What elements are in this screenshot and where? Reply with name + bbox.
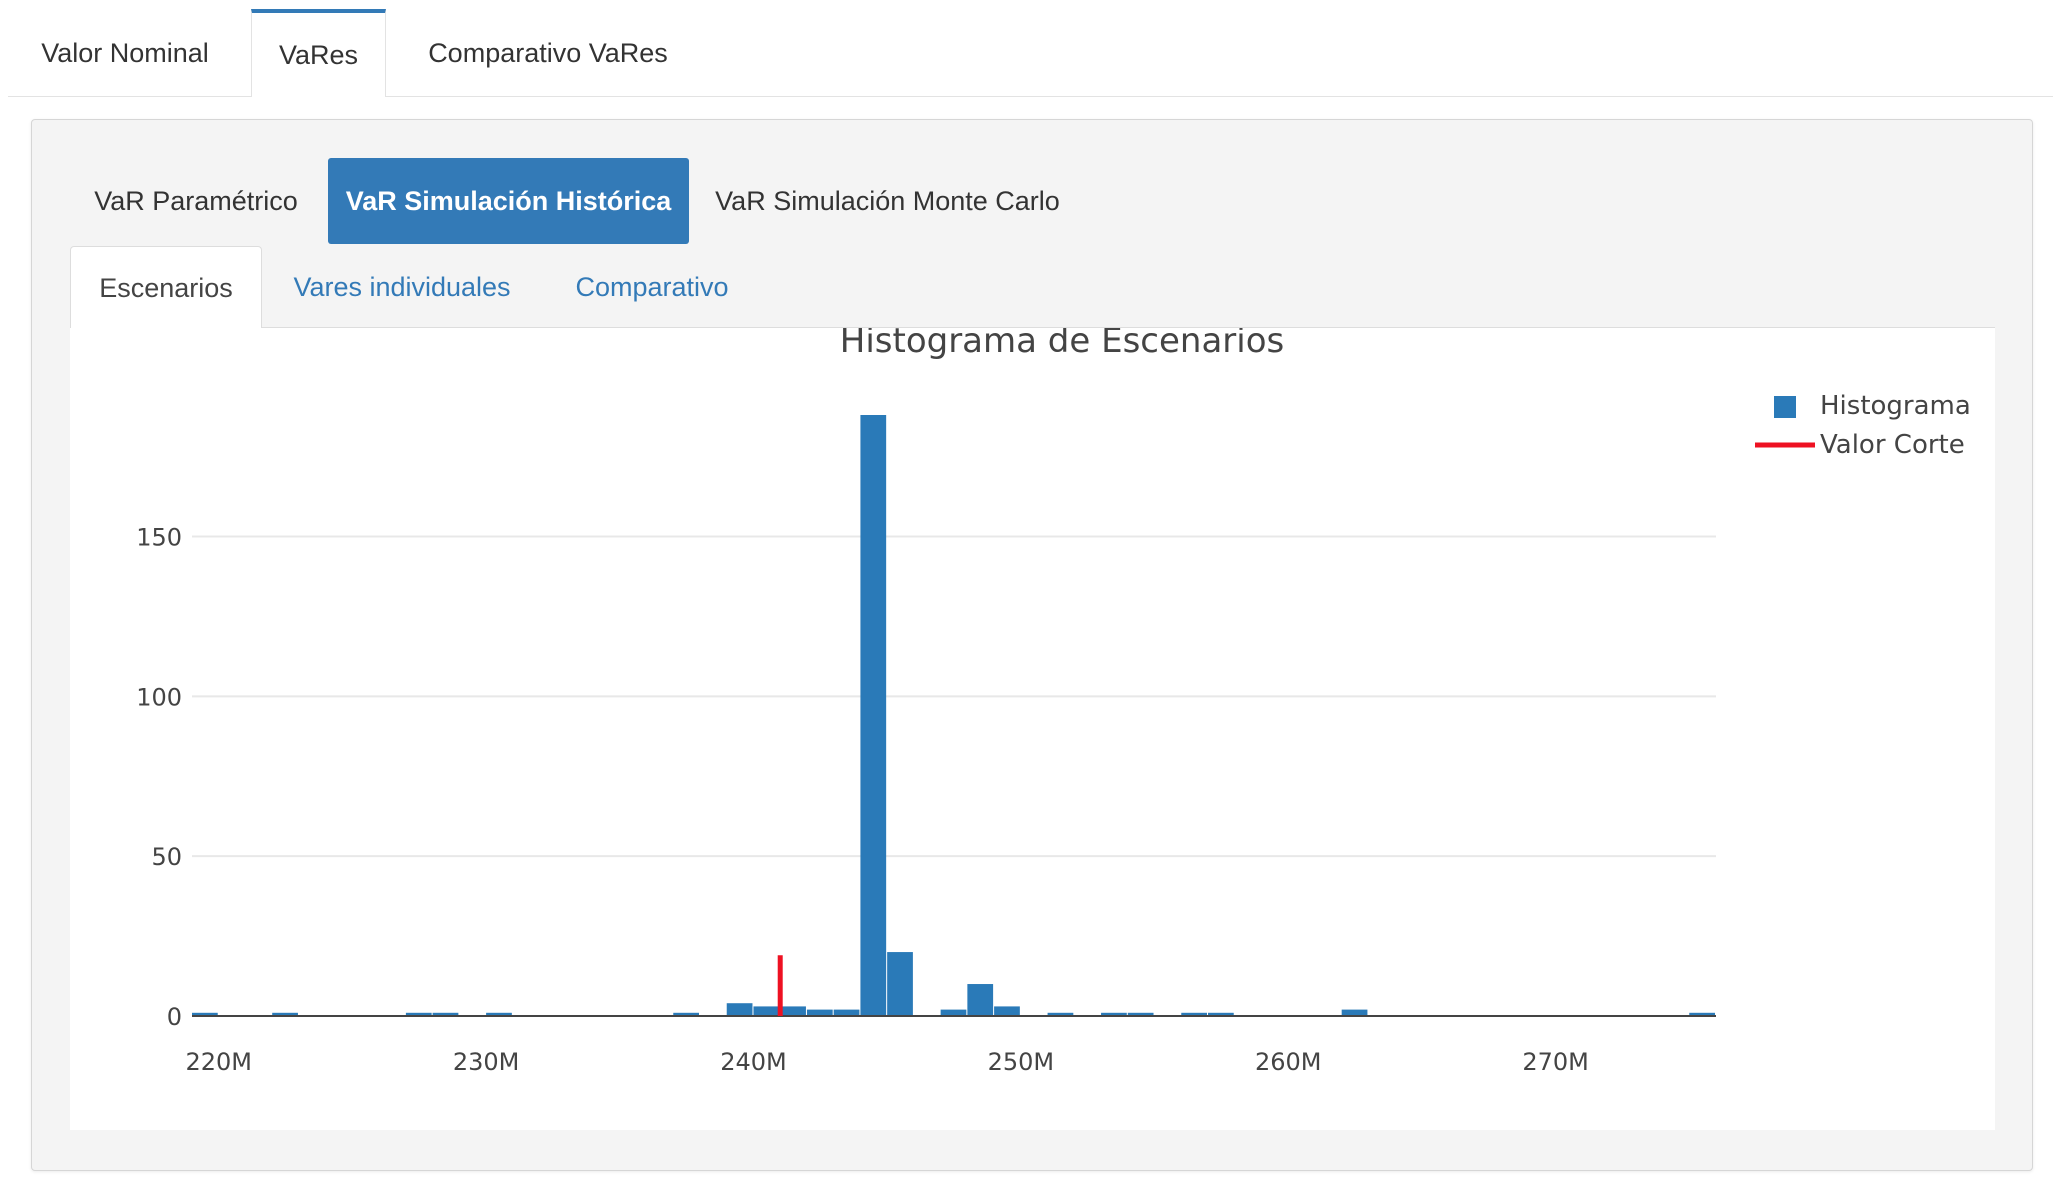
legend-histograma-swatch — [1774, 396, 1796, 418]
histogram-bar — [1341, 1009, 1368, 1016]
histogram-bar — [405, 1012, 432, 1016]
histogram-bar — [192, 1012, 218, 1016]
chart-title: Histograma de Escenarios — [840, 328, 1284, 361]
subtab-comparativo[interactable]: Comparativo — [575, 271, 729, 302]
x-tick-label: 260M — [1255, 1048, 1322, 1076]
subtab-vares-individuales[interactable]: Vares individuales — [293, 271, 511, 302]
y-tick-label: 50 — [151, 843, 182, 871]
x-tick-label: 270M — [1522, 1048, 1589, 1076]
histogram-bar — [1689, 1012, 1715, 1016]
legend-histograma-label: Histograma — [1820, 391, 1971, 421]
histogram-bar — [994, 1006, 1020, 1016]
pill-var-simulacion-historica[interactable]: VaR Simulación Histórica — [328, 158, 689, 244]
histogram-bar — [806, 1009, 833, 1016]
chart-container: Histograma de Escenarios 0 50 100 150 220M 230… — [70, 328, 1995, 1130]
histogram-bar — [887, 952, 913, 1016]
histogram-bar — [1181, 1012, 1207, 1016]
x-tick-label: 220M — [185, 1048, 252, 1076]
histogram-bar — [486, 1012, 512, 1016]
histogram-bar — [967, 984, 994, 1016]
x-tick-label: 250M — [988, 1048, 1055, 1076]
tab-valor-nominal[interactable]: Valor Nominal — [41, 37, 209, 68]
histogram-bar — [940, 1009, 967, 1016]
pill-var-parametrico[interactable]: VaR Paramétrico — [94, 185, 298, 216]
histogram-bar — [860, 415, 887, 1016]
y-tick-label: 0 — [167, 1003, 182, 1031]
histogram-bar — [1047, 1012, 1074, 1016]
histogram-bar — [780, 1006, 806, 1016]
histogram-bar — [272, 1012, 298, 1016]
histogram-chart: Histograma de Escenarios 0 50 100 150 220M 230… — [136, 328, 1971, 1076]
histogram-bar — [753, 1006, 780, 1016]
y-tick-label: 150 — [136, 523, 182, 551]
subtabs-divider — [70, 327, 1995, 328]
histogram-bar — [1208, 1012, 1234, 1016]
pill-var-simulacion-monte-carlo[interactable]: VaR Simulación Monte Carlo — [715, 185, 1060, 216]
top-tab-bar: Valor Nominal VaRes Comparativo VaRes — [8, 9, 2053, 97]
x-tick-label: 230M — [453, 1048, 520, 1076]
histogram-bar — [673, 1012, 699, 1016]
x-tick-label: 240M — [720, 1048, 787, 1076]
tab-vares[interactable]: VaRes — [251, 9, 386, 97]
tab-comparativo-vares[interactable]: Comparativo VaRes — [428, 37, 668, 68]
histogram-bar — [1101, 1012, 1127, 1016]
y-tick-label: 100 — [136, 683, 182, 711]
subtab-escenarios[interactable]: Escenarios — [70, 246, 262, 330]
histogram-bar — [833, 1009, 860, 1016]
histogram-bar — [1127, 1012, 1154, 1016]
legend-valor-corte-label: Valor Corte — [1820, 430, 1965, 460]
histogram-bar — [726, 1003, 753, 1016]
histogram-bar — [432, 1012, 459, 1016]
